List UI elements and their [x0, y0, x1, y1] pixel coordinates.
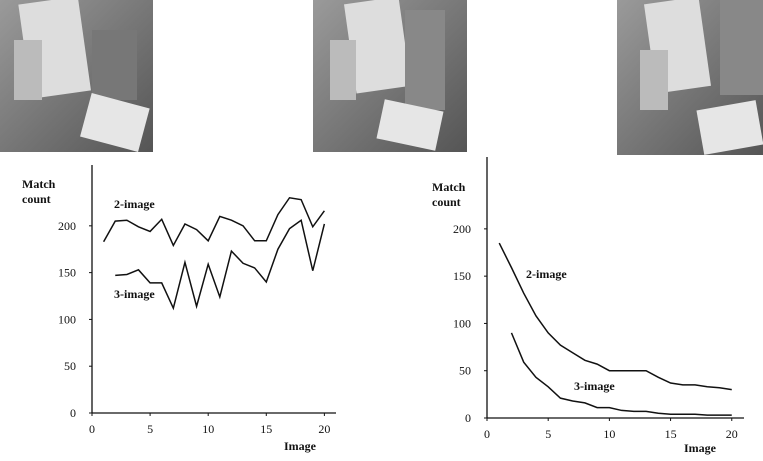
x-tick-label: 10: [202, 422, 214, 436]
series-line: [510, 332, 732, 416]
y-tick-label: 200: [58, 219, 76, 233]
series-line: [102, 196, 325, 248]
x-tick-label: 5: [545, 427, 551, 441]
x-tick-label: 15: [665, 427, 677, 441]
y-tick-label: 200: [453, 222, 471, 236]
series-line: [498, 242, 732, 391]
x-axis-label: Image: [684, 441, 717, 455]
series-label: 2-image: [114, 197, 155, 211]
x-tick-label: 20: [726, 427, 738, 441]
x-tick-label: 20: [318, 422, 330, 436]
x-axis-label: Image: [284, 439, 317, 453]
x-tick-label: 0: [89, 422, 95, 436]
y-tick-label: 150: [58, 266, 76, 280]
series-label: 3-image: [114, 287, 155, 301]
x-tick-label: 5: [147, 422, 153, 436]
y-tick-label: 100: [453, 316, 471, 330]
series-label: 3-image: [574, 379, 615, 393]
photo: [617, 0, 763, 155]
y-tick-label: 100: [58, 312, 76, 326]
y-tick-label: 0: [465, 411, 471, 425]
y-tick-label: 50: [459, 364, 471, 378]
y-tick-label: 0: [70, 406, 76, 420]
photo: [0, 0, 153, 152]
x-tick-label: 0: [484, 427, 490, 441]
x-tick-label: 15: [260, 422, 272, 436]
y-axis-label: Match count: [22, 177, 56, 206]
photo: [313, 0, 467, 152]
series-line: [115, 218, 326, 311]
x-tick-label: 10: [603, 427, 615, 441]
series-label: 2-image: [526, 267, 567, 281]
y-tick-label: 150: [453, 269, 471, 283]
y-tick-label: 50: [64, 359, 76, 373]
y-axis-label: Match count: [432, 180, 466, 209]
